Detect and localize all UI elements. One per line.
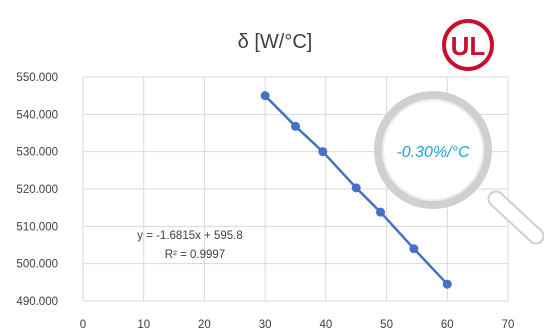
ul-logo-text: UL [451,31,486,61]
x-tick-label: 0 [80,319,86,331]
data-point [318,147,328,157]
data-point [442,279,452,289]
x-tick-label: 20 [198,319,211,331]
data-point [260,91,270,101]
y-tick-label: 540.000 [16,109,58,121]
y-tick-label: 500.000 [16,259,58,271]
ul-logo: UL [442,19,494,71]
callout-text: -0.30%/°C [396,144,470,161]
data-point [351,183,361,193]
y-tick-labels: 490.000 500.000 510.000 520.000 530.000 540.0… [16,72,58,308]
r-squared-label: R² = 0.9997 [165,249,225,261]
data-point [409,244,419,254]
x-tick-labels: 0 10 20 30 40 50 60 70 [80,319,515,331]
x-tick-label: 60 [441,319,454,331]
x-tick-label: 30 [259,319,272,331]
x-tick-label: 10 [137,319,150,331]
x-tick-label: 40 [319,319,332,331]
y-tick-label: 520.000 [16,184,58,196]
y-tick-label: 490.000 [16,296,58,308]
series-layer [260,91,452,289]
trendline-equation: y = -1.6815x + 595.8 [137,230,243,242]
chart-title: δ [W/°C] [238,31,313,53]
data-point [376,207,385,217]
x-tick-label: 50 [380,319,393,331]
x-tick-label: 70 [502,319,515,331]
y-tick-label: 550.000 [16,72,58,84]
y-tick-label: 510.000 [16,221,58,233]
y-tick-label: 530.000 [16,147,58,159]
magnifier-icon [374,91,544,245]
data-point [291,121,300,131]
